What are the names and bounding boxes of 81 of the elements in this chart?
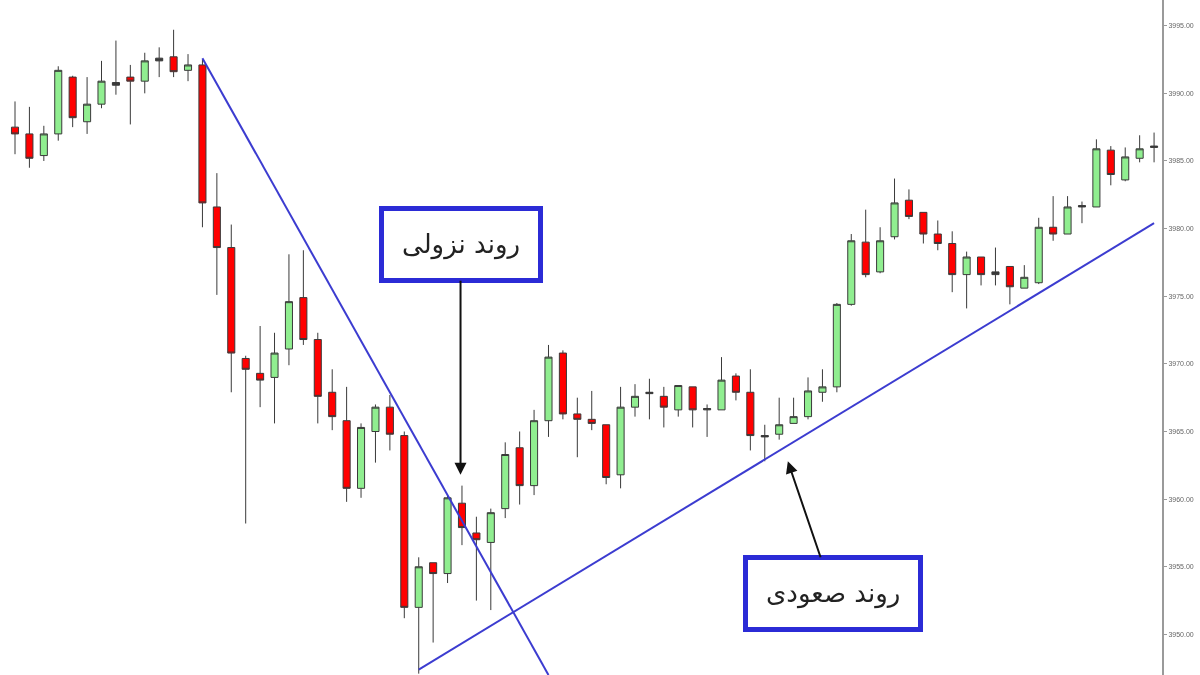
- candlestick: [212, 172, 221, 296]
- candlestick: [977, 256, 986, 286]
- candlestick: [1150, 132, 1159, 163]
- candlestick: [155, 46, 164, 78]
- candlestick: [54, 65, 63, 142]
- candlestick: [1020, 264, 1029, 289]
- candlestick: [97, 60, 106, 109]
- candlestick: [1005, 265, 1014, 305]
- candlestick: [241, 355, 250, 524]
- candlestick: [1121, 146, 1130, 182]
- candlestick: [962, 251, 971, 309]
- candlestick: [39, 125, 48, 162]
- candlestick: [1034, 217, 1043, 285]
- candlestick: [414, 556, 423, 675]
- candlestick: [313, 332, 322, 424]
- candlestick: [400, 431, 409, 619]
- candlestick: [876, 226, 885, 274]
- candlestick: [703, 403, 712, 438]
- candlestick: [68, 75, 77, 128]
- candlestick: [1049, 195, 1058, 242]
- candlestick: [515, 431, 524, 506]
- candlestick: [659, 386, 668, 428]
- candlestick: [674, 385, 683, 418]
- candlestick: [847, 233, 856, 307]
- annotation: روند نزولی: [402, 229, 520, 260]
- candlestick: [472, 516, 481, 602]
- candlestick: [717, 356, 726, 411]
- candlestick: [775, 397, 784, 441]
- candlestick: [630, 383, 640, 418]
- candlestick: [1077, 201, 1087, 224]
- candlestick: [789, 397, 798, 424]
- candlestick: [890, 178, 899, 240]
- candlestick: [919, 211, 928, 244]
- candlestick: [558, 349, 567, 420]
- candlestick: [284, 253, 293, 366]
- candlestick: [933, 219, 942, 251]
- candlestick: [328, 368, 337, 431]
- candlestick: [385, 394, 394, 451]
- candlestick: [501, 441, 510, 519]
- annotation: روند صعودی: [766, 578, 901, 609]
- candlestick: [83, 76, 92, 135]
- candlestick: [1106, 145, 1115, 186]
- candlestick: [126, 64, 135, 125]
- candlestick: [991, 247, 1000, 286]
- candlestick: [443, 494, 452, 584]
- candlestick: [111, 40, 120, 96]
- candlestick: [688, 386, 697, 428]
- candlestick: [357, 422, 366, 499]
- candlestick: [183, 53, 193, 82]
- candlestick: [544, 344, 553, 438]
- candlestick: [587, 390, 596, 431]
- candlestick: [602, 424, 611, 485]
- candlestick: [803, 376, 813, 420]
- candlestick: [1063, 195, 1072, 235]
- candlestick: [198, 59, 207, 228]
- candlestick: [573, 397, 582, 458]
- candlestick: [371, 403, 380, 464]
- candlestick: [760, 424, 769, 462]
- candlestick: [140, 52, 149, 94]
- candlestick: [25, 106, 34, 169]
- candlestick: [832, 302, 841, 393]
- candlestick: [861, 209, 870, 278]
- candlestick: [342, 386, 351, 503]
- candlestick: [948, 230, 957, 293]
- candlestick: [299, 249, 308, 346]
- candlestick: [530, 409, 539, 496]
- candlestick: [270, 332, 279, 424]
- candlestick: [227, 224, 236, 393]
- candlestick: [10, 100, 20, 155]
- candlestick: [746, 368, 755, 451]
- candlestick: [169, 29, 178, 78]
- candlestick: [818, 368, 827, 403]
- candlestick: [429, 562, 438, 644]
- candlestick: [1135, 134, 1144, 163]
- candlestick: [486, 508, 495, 611]
- candlestick: [616, 386, 625, 489]
- candlestick: [904, 188, 913, 220]
- candlestick: [645, 378, 654, 420]
- candlestick: [731, 372, 740, 401]
- candlestick: [1092, 138, 1101, 208]
- candlestick: [256, 325, 265, 408]
